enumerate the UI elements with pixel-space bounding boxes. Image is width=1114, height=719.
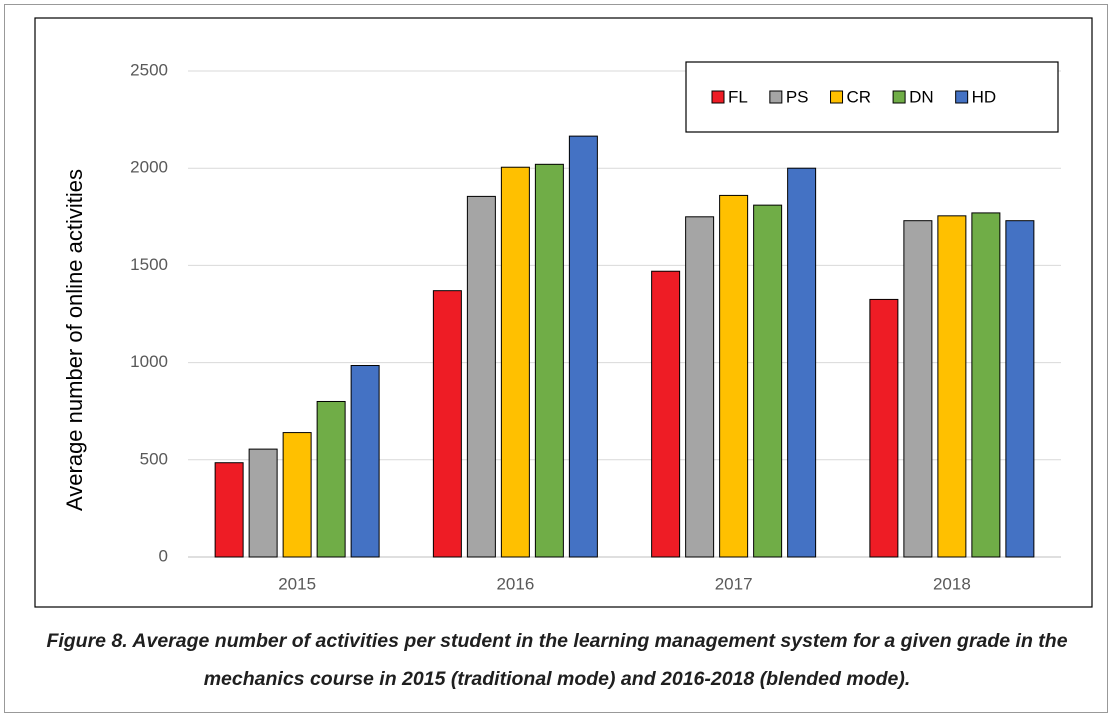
x-tick-label: 2018: [933, 574, 971, 593]
bar: [500, 166, 530, 558]
bar: [466, 195, 496, 558]
bar: [248, 448, 278, 558]
bar: [214, 462, 244, 558]
legend-swatch: [769, 90, 783, 104]
chart-border: [34, 17, 1093, 608]
bar: [685, 216, 715, 558]
legend-label: DN: [909, 87, 934, 106]
x-tick-label: 2015: [278, 574, 316, 593]
bar: [432, 290, 462, 558]
legend-box: [685, 61, 1059, 133]
legend-label: PS: [786, 87, 809, 106]
legend-label: FL: [728, 87, 748, 106]
bar: [903, 220, 933, 558]
bar: [282, 432, 312, 558]
x-tick-label: 2016: [496, 574, 534, 593]
bar: [316, 400, 346, 558]
x-tick-label: 2017: [715, 574, 753, 593]
y-tick-label: 1500: [130, 255, 168, 274]
y-tick-label: 0: [159, 546, 168, 565]
y-tick-label: 500: [140, 449, 168, 468]
legend-swatch: [955, 90, 969, 104]
legend-label: CR: [847, 87, 872, 106]
y-tick-label: 2000: [130, 158, 168, 177]
legend-swatch: [711, 90, 725, 104]
bar: [568, 135, 598, 558]
bar: [1005, 220, 1035, 558]
legend-swatch: [830, 90, 844, 104]
bar: [937, 215, 967, 558]
bar: [719, 194, 749, 558]
bar: [651, 270, 681, 558]
bar: [350, 365, 380, 558]
bar: [971, 212, 1001, 558]
y-axis-label: Average number of online activities: [62, 169, 87, 511]
frame: [4, 4, 1108, 713]
caption: Figure 8. Average number of activities p…: [46, 630, 1068, 690]
y-tick-label: 2500: [130, 60, 168, 79]
y-tick-label: 1000: [130, 352, 168, 371]
bar: [787, 167, 817, 558]
bar: [869, 298, 899, 558]
legend-label: HD: [972, 87, 997, 106]
bar: [534, 163, 564, 558]
bar: [753, 204, 783, 558]
legend-swatch: [892, 90, 906, 104]
